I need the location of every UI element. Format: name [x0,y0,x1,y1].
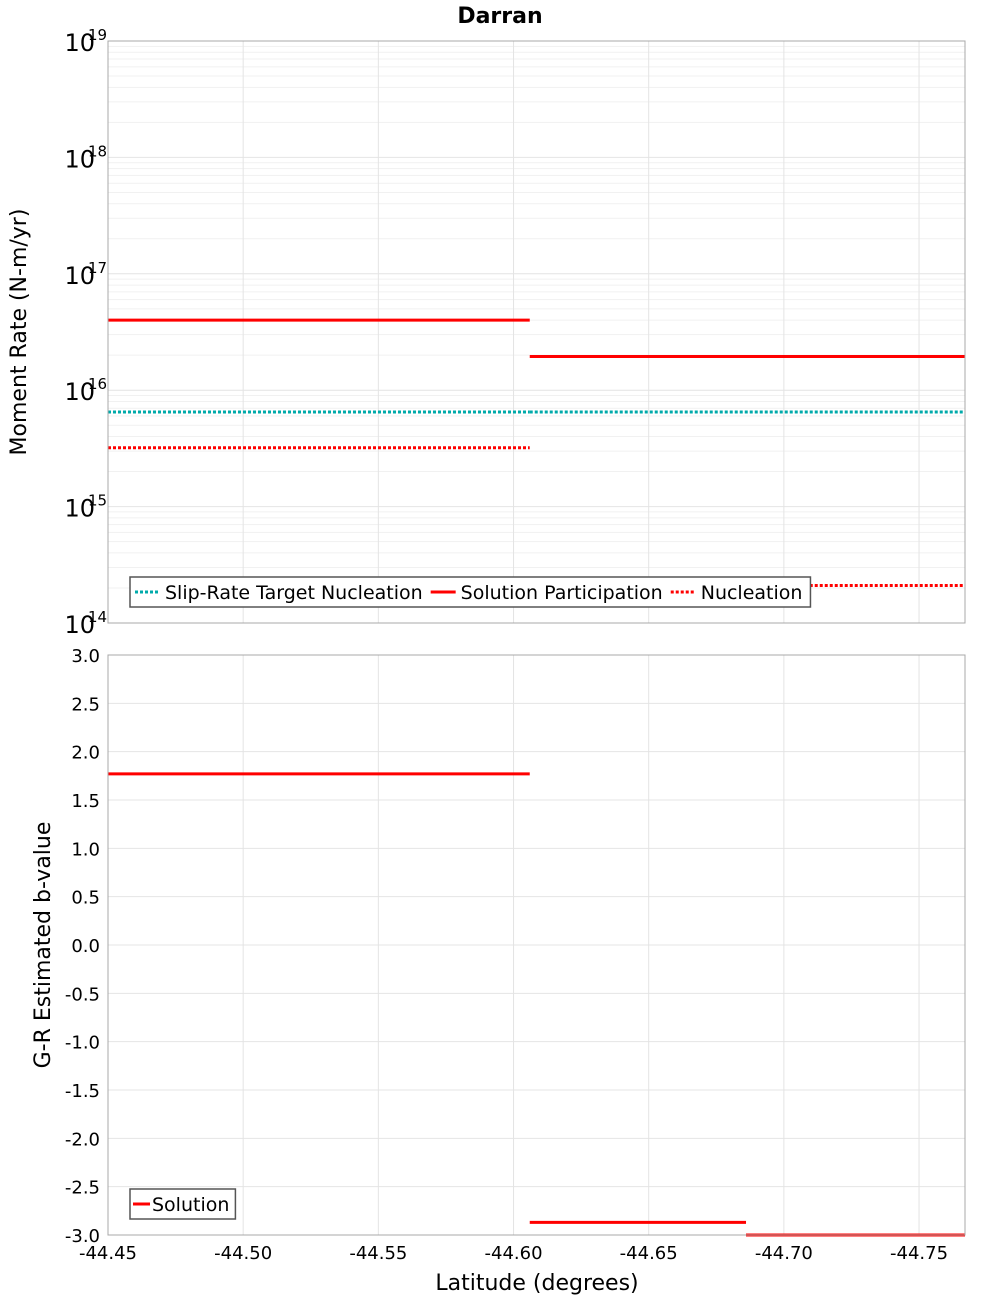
moment-rate-tick-exponent: 14 [88,608,107,626]
moment-rate-legend-box [129,576,812,608]
top-plot-frame [107,40,966,624]
b-value-tick-label: 3.0 [71,646,100,667]
b-value-tick-label: 0.5 [71,888,100,909]
moment-rate-tick-label: 10 [64,378,95,406]
moment-rate-tick-exponent: 19 [88,26,107,44]
moment-rate-tick-exponent: 15 [88,492,107,510]
b-value-tick-label: 2.0 [71,743,100,764]
legend-label: Solution [152,1194,229,1216]
b-value-tick-label: 0.0 [71,936,100,957]
latitude-tick-label: -44.60 [485,1243,543,1264]
moment-rate-tick-exponent: 17 [88,259,107,277]
b-value-tick-label: -3.0 [65,1226,100,1247]
chart-title: Darran [457,4,542,29]
moment-rate-tick-exponent: 18 [88,142,107,160]
b-value-tick-label: -1.0 [65,1033,100,1054]
moment-rate-tick-label: 10 [64,29,95,57]
b-value-panel: 3.0 2.5 2.0 1.5 1.0 0.5 0.0 -0.5 -1.0 -1.5 -2.0 -2.… [65,646,966,1264]
moment-rate-tick-label: 10 [64,145,95,173]
latitude-tick-label: -44.55 [349,1243,407,1264]
b-value-tick-label: 1.5 [71,791,100,812]
moment-rate-tick-exponent: 16 [88,375,107,393]
latitude-axis-label: Latitude (degrees) [435,1271,638,1296]
latitude-tick-label: -44.50 [214,1243,272,1264]
b-value-tick-label: 1.0 [71,839,100,860]
latitude-tick-label: -44.70 [755,1243,813,1264]
legend-label: Slip-Rate Target Nucleation [165,582,423,604]
latitude-tick-label: -44.65 [620,1243,678,1264]
latitude-tick-label: -44.75 [890,1243,948,1264]
b-value-tick-label: -1.5 [65,1081,100,1102]
b-value-tick-label: -2.5 [65,1178,100,1199]
latitude-tick-label: -44.45 [79,1243,137,1264]
moment-rate-tick-label: 10 [64,495,95,523]
moment-rate-tick-label: 10 [64,262,95,290]
b-value-legend: Solution [129,1188,237,1220]
b-value-axis-label: G-R Estimated b-value [31,822,56,1069]
legend-label: Nucleation [701,582,803,604]
moment-rate-legend: Slip-Rate Target Nucleation Solution Part… [129,576,812,608]
legend-label: Solution Participation [461,582,663,604]
b-value-tick-label: 2.5 [71,694,100,715]
moment-rate-axis-label: Moment Rate (N-m/yr) [7,209,32,456]
moment-rate-tick-label: 10 [64,611,95,639]
bottom-plot-frame [107,654,966,1236]
b-value-tick-label: -2.0 [65,1129,100,1150]
b-value-tick-label: -0.5 [65,984,100,1005]
